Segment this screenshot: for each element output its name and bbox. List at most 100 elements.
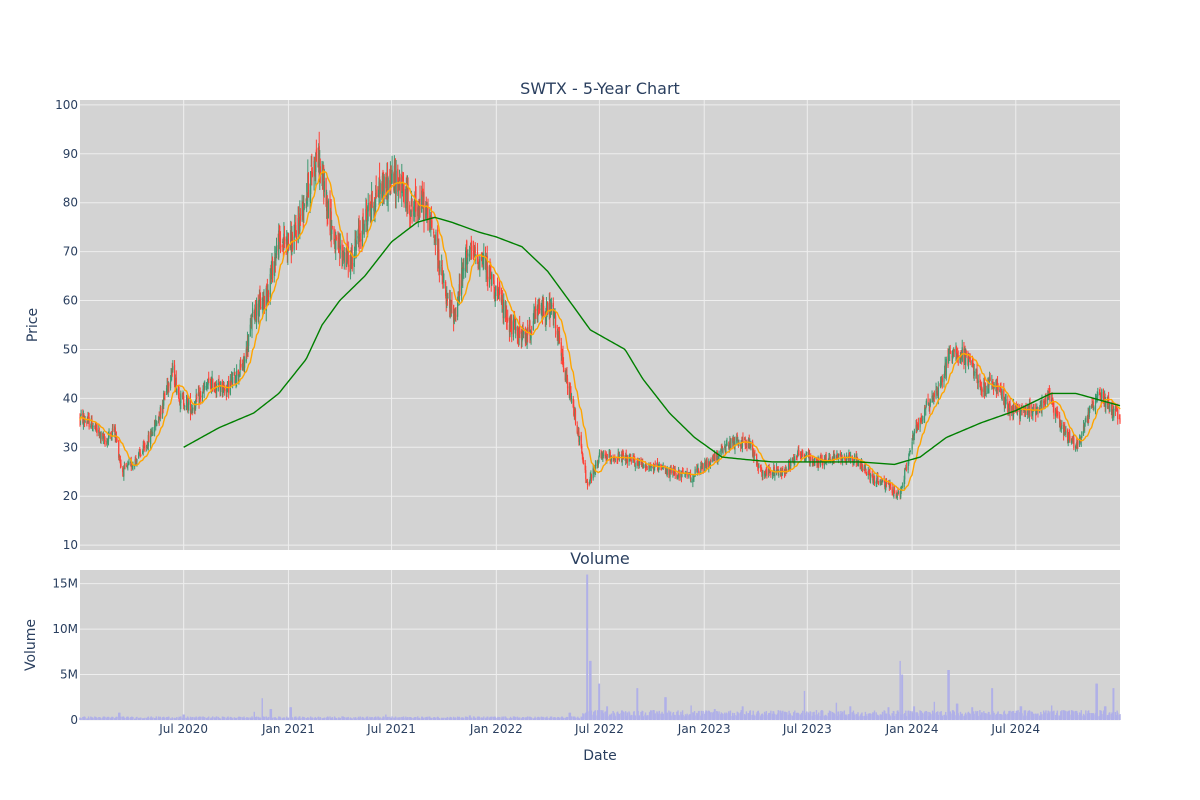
candle xyxy=(447,292,449,299)
volume-bar xyxy=(251,717,254,720)
volume-bar xyxy=(1045,710,1047,720)
candle xyxy=(872,474,874,484)
candle xyxy=(1031,403,1033,420)
volume-bar xyxy=(729,710,732,720)
volume-bar xyxy=(136,716,138,720)
volume-bar xyxy=(706,711,708,720)
candle xyxy=(940,376,942,385)
candle xyxy=(335,231,337,261)
volume-bar xyxy=(933,701,936,720)
candle xyxy=(1045,392,1047,405)
candle xyxy=(160,405,162,419)
candle xyxy=(606,453,609,460)
volume-bar xyxy=(403,717,405,720)
candle xyxy=(936,386,938,390)
candle xyxy=(120,459,122,468)
candle xyxy=(279,231,282,254)
volume-bar xyxy=(981,712,983,720)
candle xyxy=(165,385,168,396)
volume-bar xyxy=(893,711,895,720)
volume-bar xyxy=(104,717,106,720)
x-axis-ticks: Jul 2020 Jan 2021 Jul 2021 Jan 2022 Jul 2022… xyxy=(158,722,1040,736)
volume-bar xyxy=(1021,713,1023,720)
volume-bar xyxy=(253,711,255,720)
candle xyxy=(614,458,616,463)
candle xyxy=(1081,431,1083,439)
candle xyxy=(375,175,377,199)
volume-bar xyxy=(920,711,922,720)
volume-bar xyxy=(590,710,593,720)
volume-bar xyxy=(798,713,800,720)
volume-bar xyxy=(331,717,334,720)
candle xyxy=(539,298,541,314)
volume-bar xyxy=(526,716,529,720)
volume-bar xyxy=(155,716,158,720)
volume-bar xyxy=(327,717,330,720)
volume-bar xyxy=(411,718,413,720)
candle xyxy=(941,374,943,389)
candle xyxy=(104,436,106,447)
candle xyxy=(294,214,296,238)
candle xyxy=(487,265,489,291)
candle xyxy=(936,386,938,396)
candle xyxy=(152,427,154,437)
candle xyxy=(301,194,303,222)
candle xyxy=(435,229,437,246)
candle xyxy=(951,350,953,364)
volume-bar xyxy=(375,717,377,720)
volume-bar xyxy=(495,717,497,720)
candle xyxy=(430,212,432,237)
candle xyxy=(193,401,196,414)
volume-bar xyxy=(1013,713,1015,720)
candle xyxy=(973,363,975,379)
volume-bar xyxy=(419,718,421,720)
candle xyxy=(203,381,205,399)
volume-bar xyxy=(160,718,162,720)
volume-bar xyxy=(888,707,890,720)
candle xyxy=(496,277,499,301)
volume-bar xyxy=(96,717,98,720)
candle xyxy=(1084,422,1086,433)
volume-bar xyxy=(491,716,493,720)
volume-bar xyxy=(638,715,640,720)
volume-bar xyxy=(901,674,904,720)
volume-bar xyxy=(255,716,258,720)
candle xyxy=(413,201,415,222)
volume-bar xyxy=(227,717,230,720)
x-tick-label: Jan 2023 xyxy=(677,722,731,736)
candle xyxy=(283,225,286,249)
candle xyxy=(1078,434,1081,448)
candle xyxy=(251,302,254,318)
volume-bar xyxy=(1050,705,1053,720)
volume-bar xyxy=(662,713,664,720)
volume-bar xyxy=(1080,710,1082,720)
volume-bar xyxy=(969,714,971,720)
volume-bar xyxy=(483,716,485,720)
price-tick-label: 80 xyxy=(63,196,78,210)
volume-bar xyxy=(152,717,154,720)
volume-bar xyxy=(467,717,469,720)
candle xyxy=(588,482,590,487)
volume-bar xyxy=(835,702,838,720)
volume-bar xyxy=(247,717,250,720)
volume-bar xyxy=(150,716,152,720)
candle xyxy=(732,434,734,447)
volume-bar xyxy=(530,717,533,720)
candle xyxy=(399,173,401,199)
candle xyxy=(218,375,220,383)
volume-bar xyxy=(694,715,696,720)
volume-bar xyxy=(1089,712,1091,720)
candle xyxy=(139,446,141,457)
candle xyxy=(310,155,312,167)
candle xyxy=(689,469,692,483)
volume-bar xyxy=(948,670,950,720)
candle xyxy=(1108,403,1110,414)
candle xyxy=(347,241,349,278)
candle xyxy=(1067,428,1069,444)
candle xyxy=(758,463,760,469)
volume-bar xyxy=(849,706,852,720)
candle xyxy=(794,453,796,465)
price-tick-label: 70 xyxy=(63,245,78,259)
candle xyxy=(797,450,799,458)
candle xyxy=(383,174,385,205)
